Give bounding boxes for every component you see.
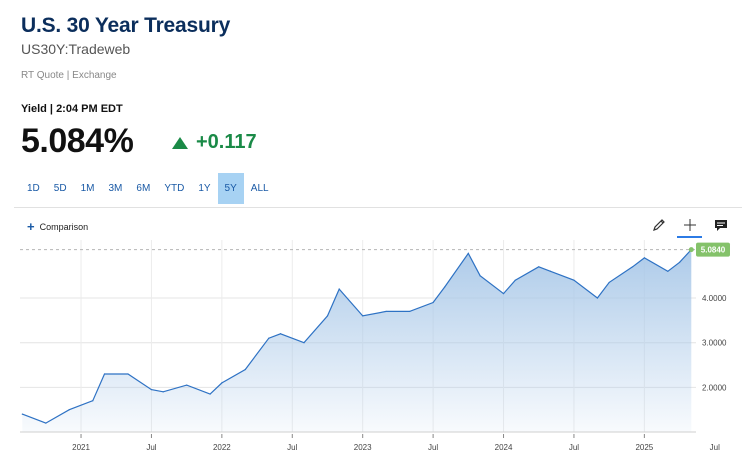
last-point-marker xyxy=(688,247,694,253)
data-point xyxy=(409,310,411,313)
range-tab-5y[interactable]: 5Y xyxy=(217,173,244,204)
data-point xyxy=(667,270,669,272)
comparison-label: Comparison xyxy=(39,222,89,232)
last-value-badge xyxy=(696,242,730,257)
pencil-icon xyxy=(652,219,665,231)
data-point xyxy=(150,388,153,391)
data-point xyxy=(608,281,610,284)
y-tick-label: 4.0000 xyxy=(702,294,727,303)
data-point xyxy=(362,315,364,317)
last-value-label: 5.0840 xyxy=(701,246,726,255)
range-tab-all[interactable]: ALL xyxy=(250,183,269,194)
data-point xyxy=(92,400,94,402)
data-point xyxy=(514,279,516,281)
x-tick-label: Jul xyxy=(428,443,438,452)
yield-change: +0.117 xyxy=(172,131,257,154)
data-point xyxy=(127,373,129,375)
x-tick-label: Jul xyxy=(287,443,297,452)
series-line xyxy=(22,249,692,424)
range-tab-1d[interactable]: 1D xyxy=(27,183,40,194)
range-tab-1y[interactable]: 1Y xyxy=(198,183,211,194)
crosshair-tool-button[interactable] xyxy=(674,213,705,238)
data-point xyxy=(68,409,70,411)
range-tab-ytd[interactable]: YTD xyxy=(164,183,185,194)
data-point xyxy=(538,266,540,268)
data-point xyxy=(444,286,446,288)
range-tab-6m[interactable]: 6M xyxy=(136,183,151,194)
plus-icon: + xyxy=(27,219,35,234)
current-yield: 5.084% xyxy=(21,122,134,160)
data-point xyxy=(467,252,469,254)
series-area xyxy=(22,249,692,432)
data-point xyxy=(432,301,434,304)
data-point xyxy=(678,261,681,263)
x-tick-label: 2023 xyxy=(354,443,372,452)
data-point xyxy=(209,393,211,395)
page-title: U.S. 30 Year Treasury xyxy=(21,14,231,37)
x-tick-label: 2022 xyxy=(213,443,231,452)
data-point xyxy=(45,422,47,424)
y-tick-label: 3.0000 xyxy=(702,339,727,348)
range-tab-3m[interactable]: 3M xyxy=(108,183,123,194)
data-point xyxy=(326,315,329,317)
data-point xyxy=(268,337,270,339)
data-point xyxy=(244,368,246,371)
up-arrow-icon xyxy=(172,136,188,149)
yield-timestamp: Yield | 2:04 PM EDT xyxy=(21,103,123,115)
range-tab-1m[interactable]: 1M xyxy=(80,183,95,194)
change-value: +0.117 xyxy=(196,131,257,153)
x-tick-label: 2025 xyxy=(635,443,653,452)
x-tick-label: 2024 xyxy=(495,443,513,452)
data-point xyxy=(502,292,505,295)
draw-tool-button[interactable] xyxy=(643,213,674,237)
data-point xyxy=(479,275,481,277)
x-tick-label: Jul xyxy=(569,443,579,452)
quote-type-label: RT Quote | Exchange xyxy=(21,70,117,81)
data-point xyxy=(385,310,387,313)
x-tick-label: 2021 xyxy=(72,443,90,452)
comment-icon xyxy=(714,219,727,231)
divider xyxy=(14,207,742,208)
crosshair-icon xyxy=(683,219,696,231)
symbol-subtitle: US30Y:Tradeweb xyxy=(21,41,131,57)
range-tab-5d[interactable]: 5D xyxy=(53,183,67,194)
x-tick-label: Jul xyxy=(710,443,720,452)
y-tick-label: 2.0000 xyxy=(702,383,727,392)
data-point xyxy=(162,391,164,393)
data-point xyxy=(103,373,106,375)
chart-toolbar xyxy=(643,213,736,238)
data-point xyxy=(632,266,634,268)
x-tick-label: Jul xyxy=(146,443,156,452)
data-point xyxy=(279,333,282,335)
data-point xyxy=(303,342,305,344)
range-tabs: 1D 5D 1M 3M 6M YTD 1Y 5Y ALL xyxy=(20,173,276,204)
comparison-button[interactable]: + Comparison xyxy=(27,219,89,234)
data-point xyxy=(549,270,552,272)
comment-tool-button[interactable] xyxy=(705,213,736,237)
data-point xyxy=(221,382,223,384)
data-point xyxy=(338,288,340,290)
data-point xyxy=(643,257,645,259)
data-point xyxy=(596,297,599,299)
data-point xyxy=(21,413,23,415)
data-point xyxy=(186,384,188,386)
data-point xyxy=(573,279,575,281)
